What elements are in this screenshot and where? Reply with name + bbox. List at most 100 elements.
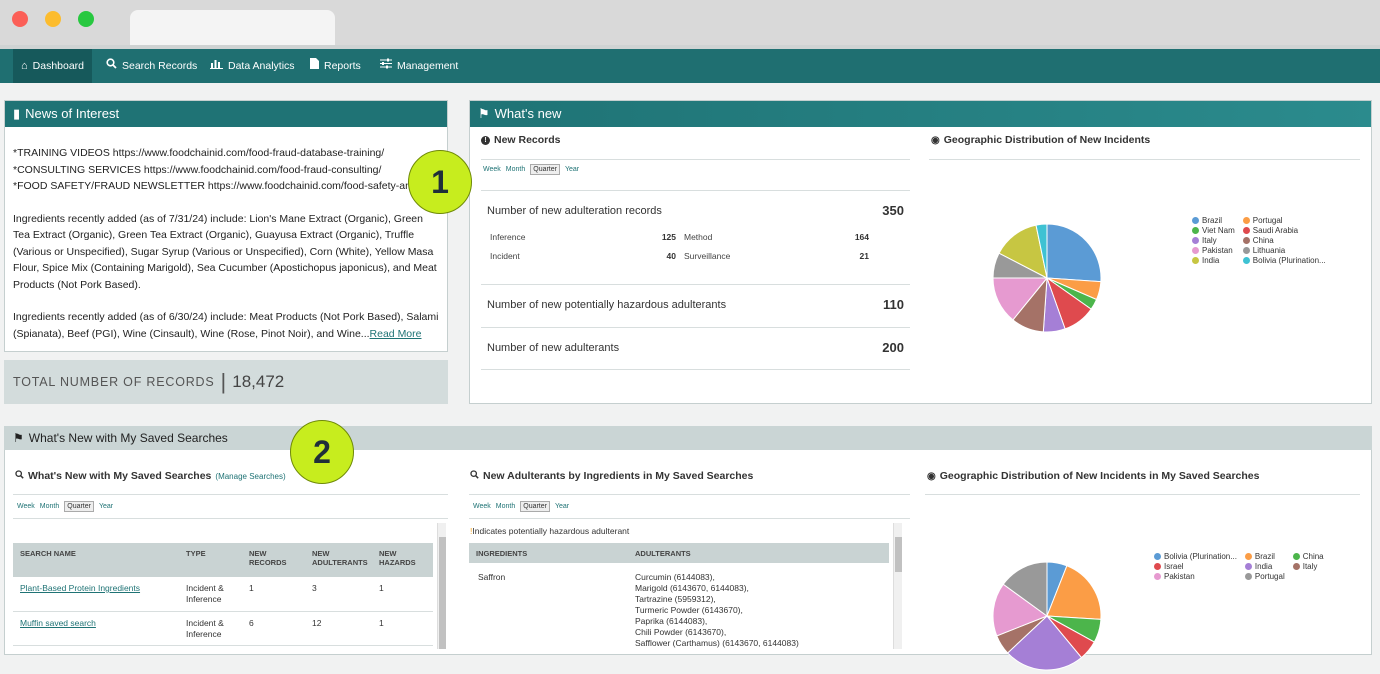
period-quarter[interactable]: Quarter [64,501,94,512]
legend-dot [1292,563,1300,570]
total-records-label: TOTAL NUMBER OF RECORDS [13,375,215,389]
pie-slice-brazil[interactable] [1046,565,1102,620]
pie-slice-portugal[interactable] [1002,561,1048,617]
legend-label: Brazil [1254,552,1275,561]
nav-reports[interactable]: Reports [302,49,369,83]
col-new-hazards[interactable]: NEW HAZARDS [379,549,416,567]
col-new-adulterants[interactable]: NEW ADULTERANTS [312,549,368,567]
legend-label: Lithuania [1252,246,1286,255]
period-month[interactable]: Month [39,503,60,510]
col-new-records[interactable]: NEW RECORDS [249,549,287,567]
legend-item[interactable]: Israel [1154,562,1237,571]
period-year[interactable]: Year [98,503,114,510]
col-adulterants[interactable]: ADULTERANTS [635,549,691,558]
saved-searches-section-title: What's New with My Saved Searches [28,431,228,445]
nav-management[interactable]: Management [372,49,466,83]
saved-table-scrollbar[interactable] [437,523,446,649]
legend-label: Portugal [1254,572,1285,581]
period-week[interactable]: Week [473,503,491,510]
legend-dot [1192,237,1199,244]
legend-label: China [1252,236,1274,245]
browser-tab[interactable] [130,10,335,45]
legend-item[interactable]: Portugal [1244,572,1285,581]
legend-item[interactable]: Pakistan [1192,246,1235,255]
globe-icon: ◉ [931,134,940,146]
scrollbar-thumb[interactable] [439,537,446,649]
legend-item[interactable]: Bolivia (Plurination... [1154,552,1237,561]
adulteration-records-value: 350 [882,203,904,218]
new-records-title-text: New Records [494,134,561,146]
new-adulterants-value: 200 [882,340,904,355]
legend-item[interactable]: Italy [1192,236,1235,245]
legend-item[interactable]: Pakistan [1154,572,1237,581]
period-month[interactable]: Month [495,503,516,510]
adulterant-item: Tartrazine (5959312), [635,594,716,604]
method-value: 164 [854,232,869,242]
legend-item[interactable]: Bolivia (Plurination... [1242,256,1326,265]
legend-item[interactable]: Brazil [1192,216,1235,225]
period-year[interactable]: Year [564,166,580,173]
pie-slice-brazil[interactable] [1046,223,1102,283]
adulterants-period-selector: Week Month Quarter Year [473,501,569,512]
col-ingredients[interactable]: INGREDIENTS [476,549,528,558]
maximize-window-icon[interactable] [78,11,94,27]
legend-label: India [1254,562,1273,571]
divider [481,284,910,285]
hazard-note: !Indicates potentially hazardous adulter… [470,526,629,537]
adulterants-scrollbar[interactable] [893,523,902,649]
legend-item[interactable]: Portugal [1242,216,1326,225]
minimize-window-icon[interactable] [45,11,61,27]
divider [481,159,910,160]
period-quarter[interactable]: Quarter [530,164,560,175]
period-year[interactable]: Year [554,503,570,510]
legend-item[interactable]: China [1292,552,1324,561]
saved-search-link[interactable]: Muffin saved search [20,618,96,628]
pie-slice-bolivia-plurination[interactable] [1035,223,1048,279]
period-week[interactable]: Week [483,166,501,173]
legend-item[interactable]: Italy [1292,562,1324,571]
close-window-icon[interactable] [12,11,28,27]
legend-dot [1154,553,1161,560]
legend-item[interactable]: Saudi Arabia [1242,226,1326,235]
adulterant-item: Paprika (6144083), [635,616,708,626]
sliders-icon [380,49,392,83]
divider [13,645,433,646]
total-records-value: 18,472 [232,372,285,391]
flag-icon: ⚑ [478,106,490,121]
nav-dashboard[interactable]: ⌂ Dashboard [13,49,93,83]
col-type[interactable]: TYPE [186,549,206,558]
nav-data-analytics[interactable]: Data Analytics [202,49,303,83]
flag-icon: ⚑ [13,431,24,445]
period-quarter[interactable]: Quarter [520,501,550,512]
news-body: *TRAINING VIDEOS https://www.foodchainid… [5,127,447,342]
legend-item[interactable]: Brazil [1244,552,1285,561]
legend-dot [1244,573,1252,580]
nav-search-records[interactable]: Search Records [98,49,205,83]
legend-item[interactable]: China [1242,236,1326,245]
period-week[interactable]: Week [17,503,35,510]
bar-chart-icon [210,49,223,83]
scrollbar-thumb[interactable] [895,537,902,572]
legend-item[interactable]: India [1244,562,1285,571]
saved-search-link[interactable]: Plant-Based Protein Ingredients [20,583,141,593]
legend-item[interactable]: Lithuania [1242,246,1326,255]
whats-new-header: ⚑ What's new [470,101,1371,127]
legend-item[interactable]: India [1192,256,1235,265]
home-icon: ⌂ [21,60,28,72]
pie-slice-pakistan[interactable] [992,583,1049,637]
saved-geo-legend: Bolivia (Plurination... Brazil China Isr… [1154,552,1324,581]
legend-item[interactable]: Viet Nam [1192,226,1235,235]
row-records: 6 [249,618,254,628]
legend-dot [1242,257,1250,264]
hazardous-label: Number of new potentially hazardous adul… [487,299,727,311]
col-search-name[interactable]: SEARCH NAME [20,549,76,558]
legend-dot [1242,247,1250,254]
surveillance-value: 21 [859,251,869,261]
read-more-link[interactable]: Read More [369,327,422,340]
geo-pie-chart [992,223,1102,333]
saved-period-selector: Week Month Quarter Year [17,501,113,512]
manage-searches-link[interactable]: (Manage Searches) [215,471,286,481]
geo-title: ◉ Geographic Distribution of New Inciden… [931,134,1150,146]
divider [469,518,910,519]
period-month[interactable]: Month [505,166,526,173]
